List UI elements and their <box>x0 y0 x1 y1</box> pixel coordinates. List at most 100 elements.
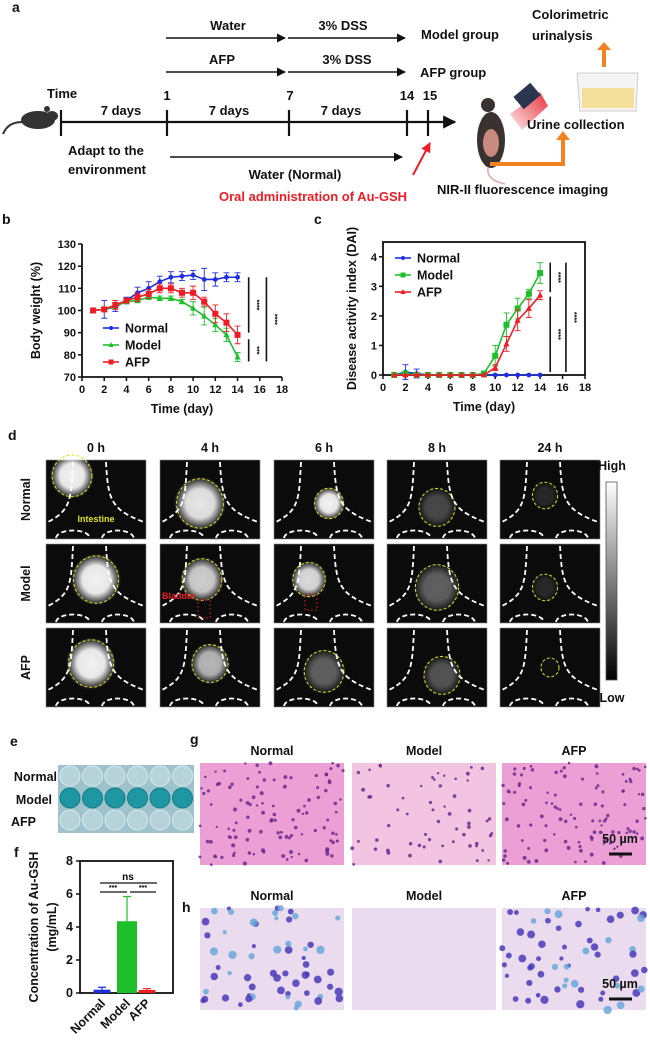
cell-nucleus <box>554 986 561 993</box>
intestine-outline <box>51 454 93 498</box>
plate-well <box>104 787 126 809</box>
x-axis-title: Time (day) <box>453 400 515 414</box>
plate-well <box>59 765 81 787</box>
cell-nucleus <box>629 950 637 958</box>
panel-label-b: b <box>2 211 11 227</box>
cell-nucleus <box>245 995 253 1003</box>
fluorescence-image <box>499 459 601 540</box>
cell-nucleus <box>277 986 285 995</box>
data-point <box>503 321 510 328</box>
cell-nucleus <box>624 779 628 783</box>
cell-nucleus <box>637 793 641 796</box>
image-background <box>499 627 601 708</box>
cell-nucleus <box>467 821 471 826</box>
cell-nucleus <box>243 974 252 982</box>
x-tick-label: 12 <box>512 382 524 394</box>
cell-nucleus <box>432 778 436 781</box>
data-point <box>515 372 521 378</box>
significance-label: **** <box>570 312 577 323</box>
cell-nucleus <box>522 766 526 770</box>
cell-nucleus <box>467 825 471 829</box>
timeline-tick-label: 15 <box>423 88 437 103</box>
fluorescence-image <box>45 543 147 624</box>
nir-imaging-grid: 0 h 4 h 6 h 8 h 24 h Normal Model AFP Intestine B… <box>19 441 601 708</box>
cell-nucleus <box>563 963 570 970</box>
cell-nucleus <box>228 950 237 960</box>
cell-nucleus <box>526 859 531 864</box>
cell-nucleus <box>202 791 206 796</box>
body-weight-chart: 0 2 4 6 8 10 12 14 16 18 70 80 90 100 110 120 130 Time (d… <box>29 239 288 416</box>
cell-nucleus <box>285 990 291 997</box>
cell-nucleus <box>503 854 507 858</box>
data-point <box>212 321 219 328</box>
histology-header: Normal <box>250 744 293 758</box>
data-point <box>179 289 185 296</box>
data-point <box>157 279 163 285</box>
cell-nucleus <box>271 804 275 808</box>
urine-collection-label: Urine collection <box>527 117 625 132</box>
cell-nucleus <box>585 906 590 912</box>
cell-nucleus <box>475 844 478 848</box>
cell-nucleus <box>211 907 218 915</box>
cell-nucleus <box>593 802 598 806</box>
y-axis-title: (mg/mL) <box>45 902 59 951</box>
scale-bar-label: 50 µm <box>602 832 638 846</box>
cell-nucleus <box>209 947 218 956</box>
cell-nucleus <box>487 817 492 821</box>
cell-nucleus <box>214 770 217 773</box>
cell-nucleus <box>530 768 535 772</box>
intestine-outline <box>68 639 114 688</box>
histology-header: Model <box>406 889 442 903</box>
fluorescence-image <box>386 459 488 540</box>
cell-nucleus <box>635 832 639 835</box>
cell-nucleus <box>562 944 567 950</box>
cell-nucleus <box>580 777 585 781</box>
cell-nucleus <box>451 840 455 844</box>
model-group-label: Model group <box>421 27 499 42</box>
cell-nucleus <box>519 773 524 777</box>
cell-nucleus <box>485 819 489 823</box>
data-point <box>179 273 185 279</box>
y-tick-label: 2 <box>371 311 377 323</box>
cell-nucleus <box>595 907 601 913</box>
cell-nucleus <box>436 819 441 824</box>
cell-nucleus <box>303 804 306 808</box>
body-outline <box>161 461 259 539</box>
bladder-outline <box>197 599 211 619</box>
cell-nucleus <box>336 763 340 768</box>
cell-nucleus <box>554 770 558 775</box>
data-point <box>469 371 476 378</box>
cell-nucleus <box>350 846 355 851</box>
cell-nucleus <box>378 763 382 768</box>
body-outline <box>47 629 145 707</box>
cell-nucleus <box>231 843 236 848</box>
cell-nucleus <box>513 767 517 771</box>
y-tick-label: 3 <box>371 281 377 293</box>
cell-nucleus <box>603 1005 612 1015</box>
cell-nucleus <box>239 798 243 802</box>
cell-nucleus <box>546 791 549 794</box>
cell-nucleus <box>408 853 412 858</box>
data-point <box>112 301 119 308</box>
x-tick-label: 12 <box>209 384 221 396</box>
cell-nucleus <box>606 813 610 818</box>
cell-nucleus <box>502 801 506 806</box>
cell-nucleus <box>632 766 636 771</box>
cell-nucleus <box>269 819 274 823</box>
data-point <box>179 298 185 305</box>
cell-nucleus <box>501 962 507 968</box>
series-afp <box>391 290 544 378</box>
cell-nucleus <box>245 801 250 805</box>
cell-nucleus <box>313 975 322 984</box>
cell-nucleus <box>259 791 264 796</box>
data-point <box>424 371 431 378</box>
cell-nucleus <box>316 945 325 955</box>
cell-nucleus <box>467 808 472 813</box>
cell-nucleus <box>527 930 536 939</box>
series-line <box>394 294 541 376</box>
cell-nucleus <box>540 995 549 1005</box>
significance-label: ns <box>122 872 134 883</box>
colorimetric-label: Colorimetric <box>532 7 609 22</box>
